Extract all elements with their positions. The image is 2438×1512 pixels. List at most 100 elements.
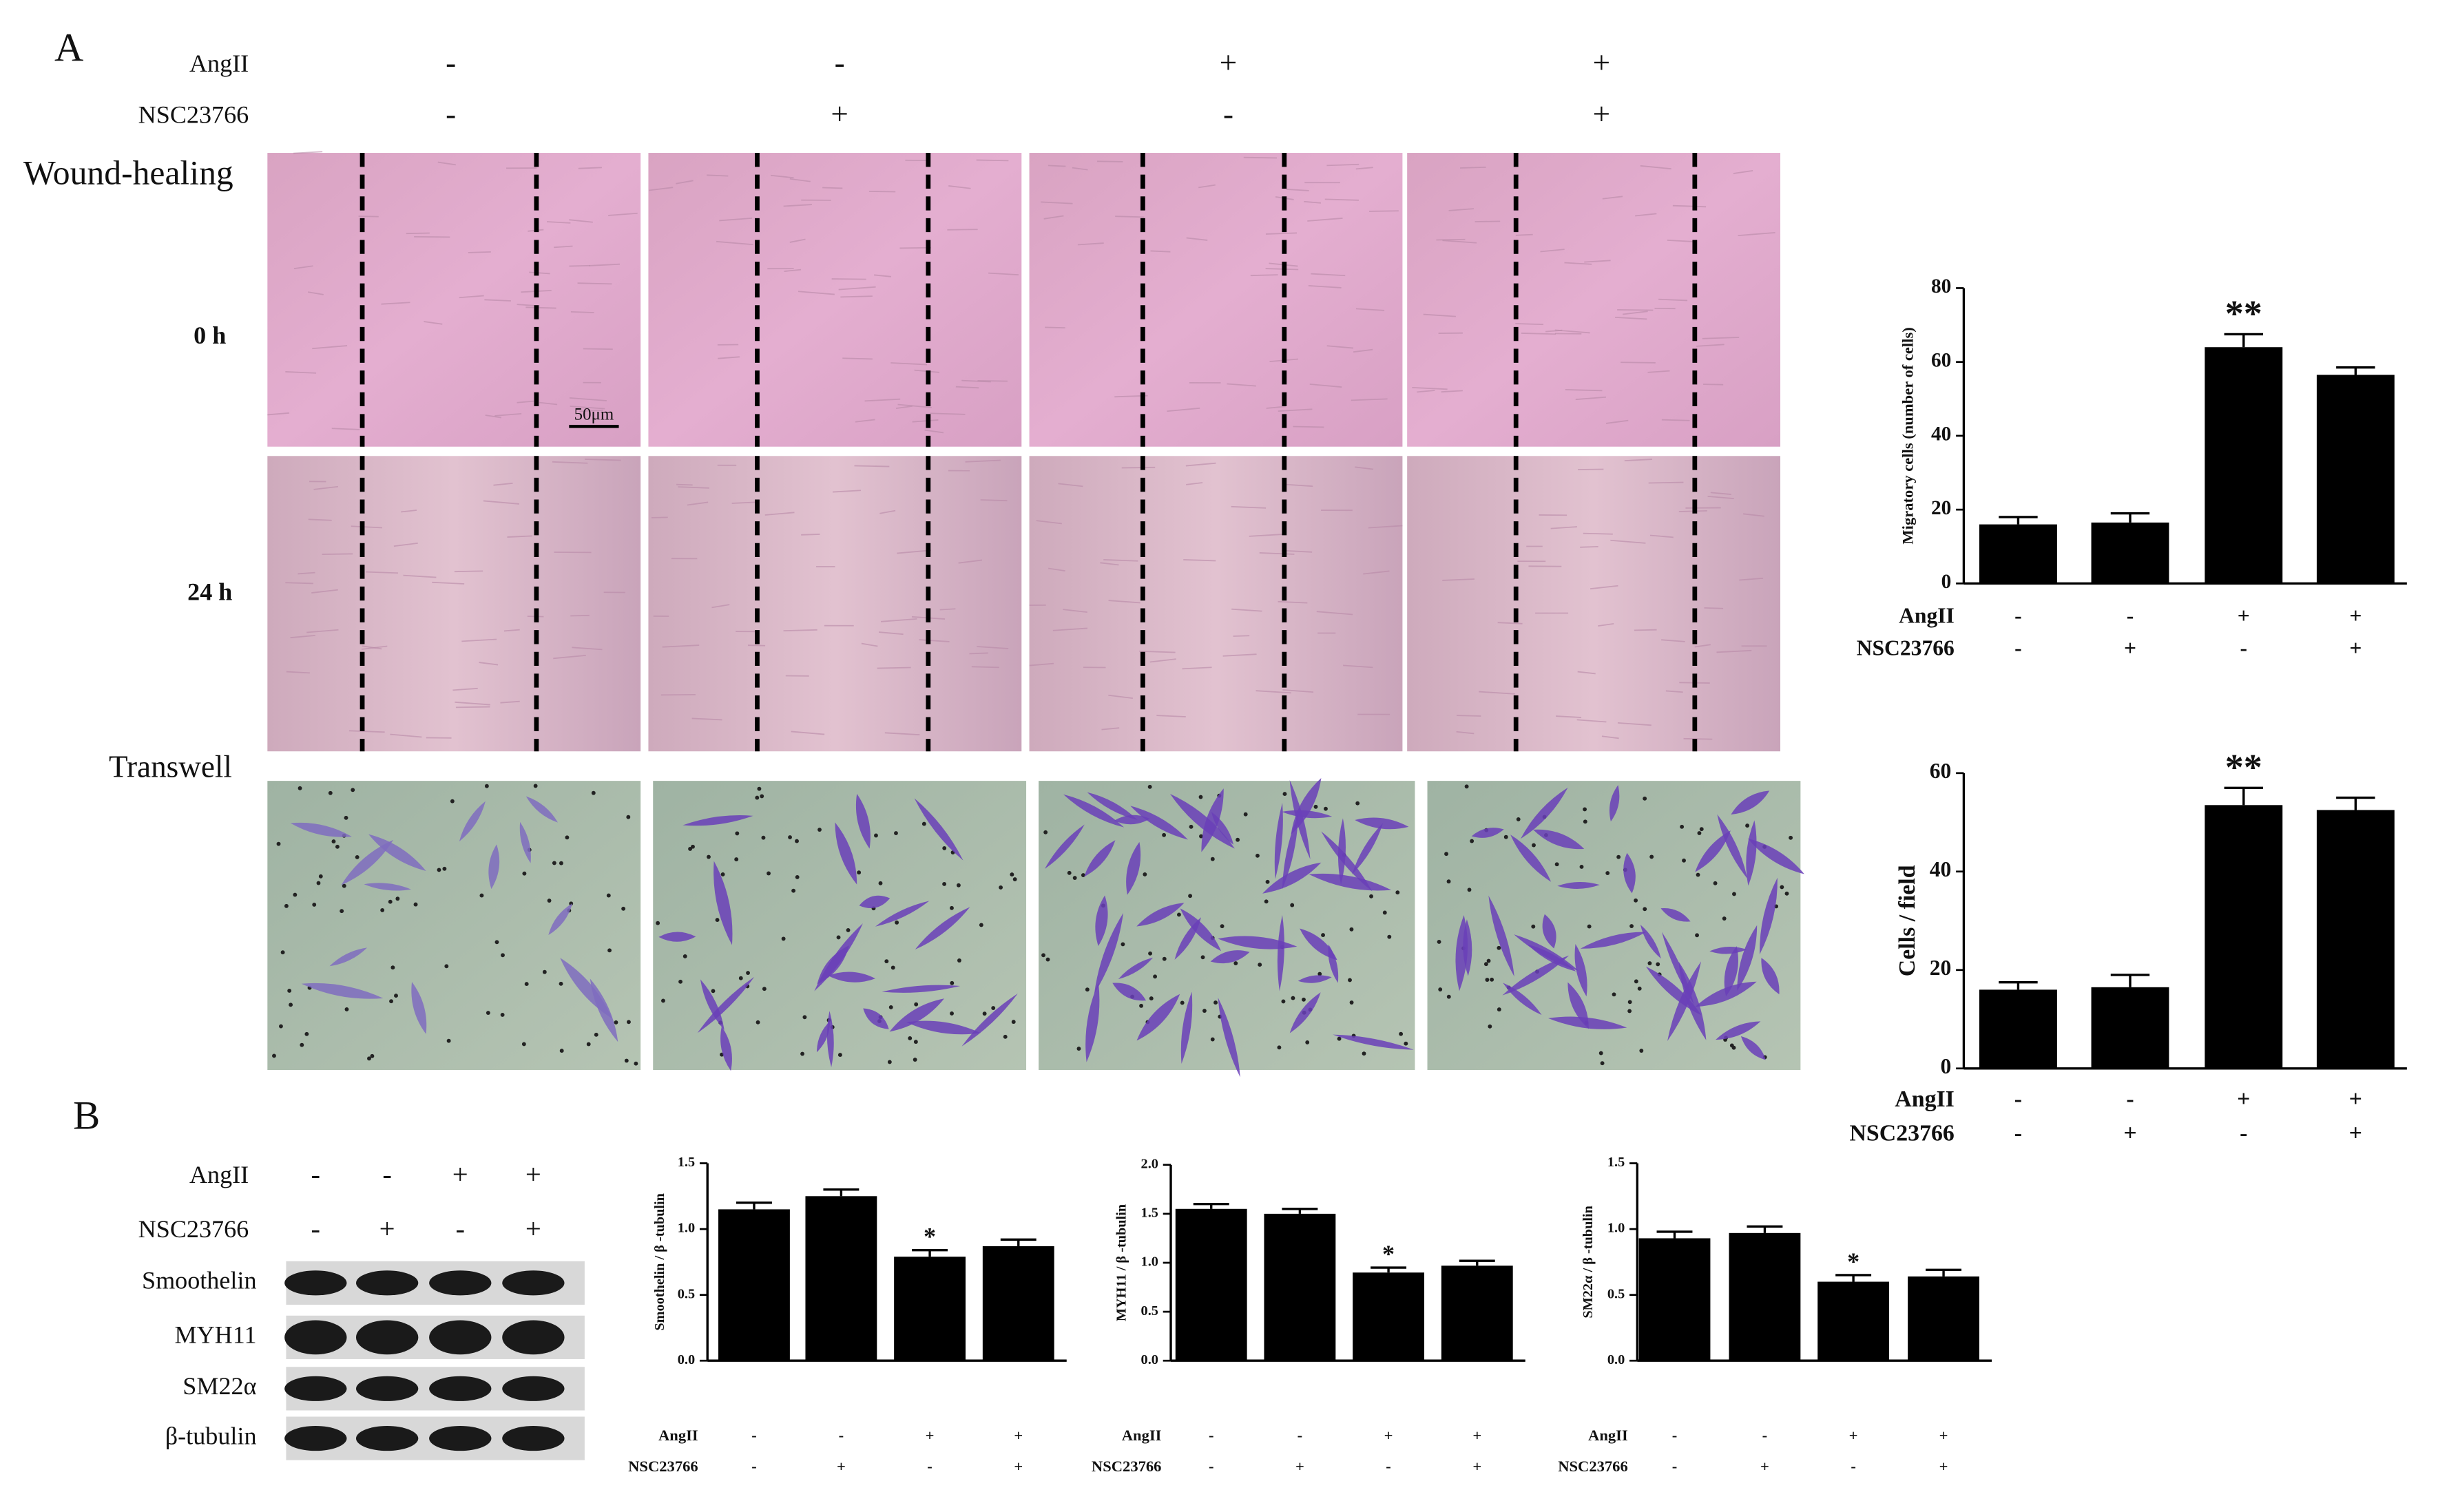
band-label: SM22α [183,1372,256,1400]
condition-sign: - [751,1458,757,1475]
pore [522,871,527,876]
cell [1277,914,1284,991]
pore [1290,903,1295,907]
pore [1639,1049,1644,1053]
pore [565,835,570,840]
pore [606,893,611,898]
texture [308,518,332,521]
pore [318,874,323,879]
texture [1442,240,1477,244]
texture [578,167,602,169]
texture [1624,459,1653,462]
texture [988,272,1019,276]
pore [1446,994,1451,999]
texture [1456,731,1475,735]
pore [999,885,1003,890]
texture [414,235,450,238]
pore [280,950,285,955]
transwell-label: Transwell [109,750,232,784]
pore [957,958,961,963]
pore [1043,830,1048,834]
condition-sign: - [446,45,456,80]
pore [1467,888,1472,892]
texture [293,151,323,154]
pore [1265,879,1270,884]
texture [570,406,605,410]
texture [1259,552,1295,555]
pore [1220,924,1225,929]
condition-sign: + [1939,1458,1948,1475]
texture [393,542,418,547]
pore [1612,992,1616,997]
pore [846,927,851,932]
texture [868,191,896,193]
micrograph [267,781,641,1071]
y-axis-label: MYH11 / β -tubulin [1114,1204,1129,1321]
cell [329,947,368,967]
pore [991,1006,996,1010]
y-tick-label: 0 [1941,571,1952,593]
texture [648,187,674,191]
texture [351,525,383,529]
cell [1084,840,1116,877]
texture [1281,549,1313,553]
pore [884,959,889,964]
y-tick-label: 0.5 [1607,1286,1625,1301]
texture [980,499,1008,502]
texture [1545,329,1563,333]
condition-label: AngII [1588,1427,1628,1444]
texture [1497,622,1523,624]
cell [1502,955,1570,996]
texture [801,534,820,536]
pore [1722,916,1727,921]
condition-sign: + [1472,1427,1481,1444]
pore [755,795,760,800]
panel-label: B [73,1093,100,1138]
row-label: 24 h [187,578,232,606]
pore [781,936,786,941]
pore [661,998,665,1003]
texture [1256,690,1291,694]
texture [930,412,966,415]
texture [1063,609,1087,613]
texture [1696,344,1725,347]
cell [1180,991,1193,1064]
texture [861,642,878,647]
texture [1617,722,1652,726]
pore [552,861,556,865]
cell [1337,818,1346,885]
pore [501,953,505,958]
condition-sign: + [831,96,848,131]
cell [1746,820,1757,886]
texture [554,245,573,249]
pore [802,1015,807,1020]
cell [1136,903,1185,927]
pore [335,844,340,849]
condition-sign: - [2126,1086,2134,1112]
pore [761,835,766,840]
pore [1264,899,1269,904]
pore [1003,1034,1008,1039]
pore [1282,792,1287,797]
condition-sign: - [1386,1458,1391,1475]
bar [1264,1213,1336,1361]
pore [795,874,800,879]
cell [1488,895,1514,977]
texture [1649,534,1674,538]
pore [1313,804,1318,809]
pore [344,815,348,820]
texture [687,501,709,506]
bar [1729,1232,1801,1361]
pore [627,1020,631,1025]
blot-band [502,1320,565,1355]
condition-sign: - [1223,96,1233,131]
cell [1463,919,1472,976]
condition-label: AngII [1122,1427,1162,1444]
texture [570,311,594,313]
pore [1324,806,1328,811]
pore [1321,933,1325,937]
cell [519,821,531,863]
texture [525,306,556,309]
cell [1291,778,1322,835]
pore [1337,1036,1342,1041]
